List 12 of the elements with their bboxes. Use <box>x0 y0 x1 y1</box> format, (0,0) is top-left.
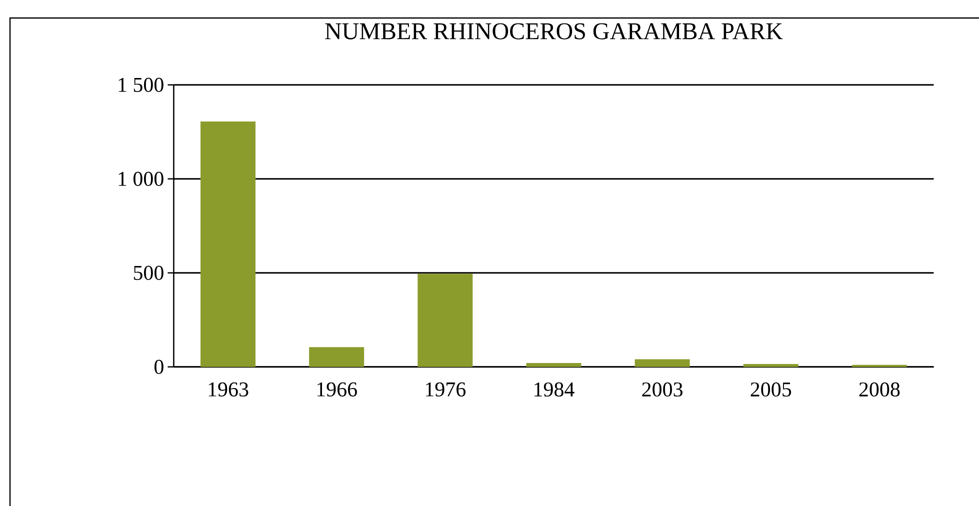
y-tick-label: 1 500 <box>118 78 164 92</box>
x-tick-label: 2005 <box>750 382 792 397</box>
x-tick-label: 1963 <box>208 382 248 396</box>
x-tick-label: 1966 <box>317 382 357 396</box>
y-tick-label: 0 <box>154 360 164 374</box>
y-tick-label: 500 <box>134 266 164 280</box>
x-tick-label: 2003 <box>642 382 682 397</box>
chart-title: NUMBER RHINOCEROS GARAMBA PARK <box>325 23 783 40</box>
x-tick-label: 1984 <box>534 382 574 397</box>
x-tick-label: 1976 <box>426 382 466 396</box>
y-tick-label: 1 000 <box>118 172 164 186</box>
x-tick-label: 2008 <box>859 382 900 397</box>
